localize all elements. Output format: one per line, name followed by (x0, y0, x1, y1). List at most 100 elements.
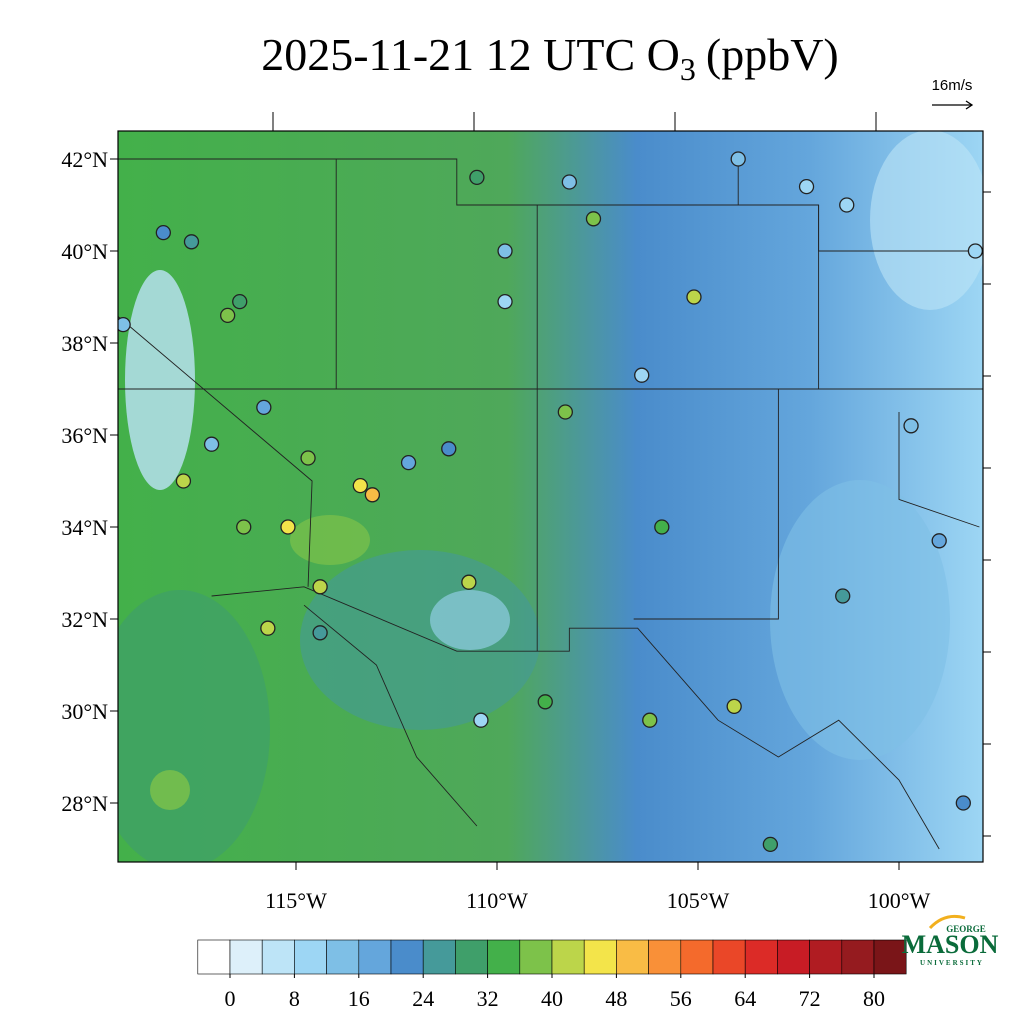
station (835, 588, 851, 604)
station (967, 243, 983, 259)
colorbar-box (519, 939, 553, 975)
colorbar-box (229, 939, 263, 975)
lat-label: 42°N (61, 147, 108, 172)
station (955, 795, 971, 811)
station (469, 169, 485, 186)
station (118, 316, 131, 333)
station (400, 454, 417, 471)
colorbar-label: 24 (412, 986, 434, 1011)
colorbar-box (455, 939, 488, 975)
station (220, 307, 236, 324)
state-borders (118, 158, 983, 850)
border (898, 412, 980, 528)
station (352, 477, 368, 494)
border (211, 586, 940, 850)
logo: GEORGE MASON UNIVERSITY (902, 914, 999, 967)
station (203, 436, 220, 452)
station (642, 712, 658, 728)
colorbar-box (873, 939, 907, 975)
colorbar-label: 0 (225, 986, 236, 1011)
station (762, 836, 779, 853)
station (497, 293, 513, 310)
border (633, 389, 779, 620)
colorbar-box (390, 939, 424, 975)
station (312, 579, 328, 595)
station (561, 174, 578, 190)
lat-label: 30°N (61, 699, 108, 724)
lat-label: 34°N (61, 515, 108, 540)
station (441, 441, 457, 457)
station (461, 574, 477, 590)
logo-top: GEORGE (946, 924, 986, 934)
logo-name: MASON (902, 930, 999, 959)
stations (118, 151, 983, 853)
graticule: 42°N 40°N 38°N 36°N 34°N 32°N 30°N 28°N 115°W 110… (61, 112, 991, 913)
colorbar-box (680, 939, 714, 975)
logo-bottom: UNIVERSITY (920, 959, 984, 967)
colorbar-box (358, 939, 392, 975)
lon-label: 100°W (868, 888, 931, 913)
station (312, 625, 328, 641)
station (730, 151, 746, 167)
station (364, 487, 381, 503)
lon-label: 110°W (466, 888, 528, 913)
colorbar-box (744, 939, 778, 975)
title-subscript: 3 (680, 51, 696, 87)
colorbar-box (261, 939, 295, 975)
station (634, 367, 650, 383)
colorbar-label: 16 (348, 986, 370, 1011)
ozone-field (118, 131, 983, 862)
colorbar-box (551, 939, 585, 975)
station (686, 289, 702, 305)
lat-label: 38°N (61, 331, 108, 356)
border (303, 604, 478, 827)
station (798, 178, 815, 195)
station (300, 450, 316, 466)
lon-label: 115°W (265, 888, 327, 913)
colorbar-box (616, 939, 649, 975)
station (497, 243, 513, 259)
colorbar-box (422, 939, 456, 975)
colorbar-box (648, 939, 682, 975)
colorbar-box (487, 939, 521, 975)
title: 2025-11-21 12 UTC O3 (ppbV) (261, 29, 839, 87)
station (155, 224, 171, 241)
lon-label: 105°W (667, 888, 730, 913)
colorbar-label: 40 (541, 986, 563, 1011)
colorbar-box (777, 939, 810, 975)
station (183, 234, 200, 250)
colorbar: 0 8 16 24 32 40 48 56 64 72 80 (197, 939, 907, 1011)
colorbar-box (583, 939, 617, 975)
colorbar-box (197, 939, 231, 975)
colorbar-box (712, 939, 746, 975)
colorbar-label: 32 (477, 986, 499, 1011)
colorbar-box (294, 939, 327, 975)
title-units: (ppbV) (706, 29, 839, 80)
title-main: 2025-11-21 12 UTC O (261, 29, 680, 80)
station (903, 418, 919, 434)
colorbar-box (326, 939, 360, 975)
station (256, 399, 272, 416)
colorbar-box (809, 939, 843, 975)
colorbar-label: 80 (863, 986, 885, 1011)
station (537, 694, 553, 710)
lat-label: 32°N (61, 607, 108, 632)
station (473, 712, 489, 728)
colorbar-label: 48 (605, 986, 627, 1011)
wind-reference-label: 16m/s (932, 77, 973, 94)
colorbar-label: 64 (734, 986, 756, 1011)
colorbar-box (841, 939, 875, 975)
lat-label: 40°N (61, 239, 108, 264)
station (557, 404, 573, 420)
lat-label: 36°N (61, 423, 108, 448)
station (585, 211, 602, 227)
wind-reference-arrow (932, 100, 974, 110)
colorbar-label: 72 (799, 986, 821, 1011)
colorbar-label: 8 (289, 986, 300, 1011)
station (280, 519, 296, 535)
map-frame (117, 130, 984, 863)
station (931, 533, 947, 549)
station (175, 473, 192, 489)
station (839, 197, 855, 213)
